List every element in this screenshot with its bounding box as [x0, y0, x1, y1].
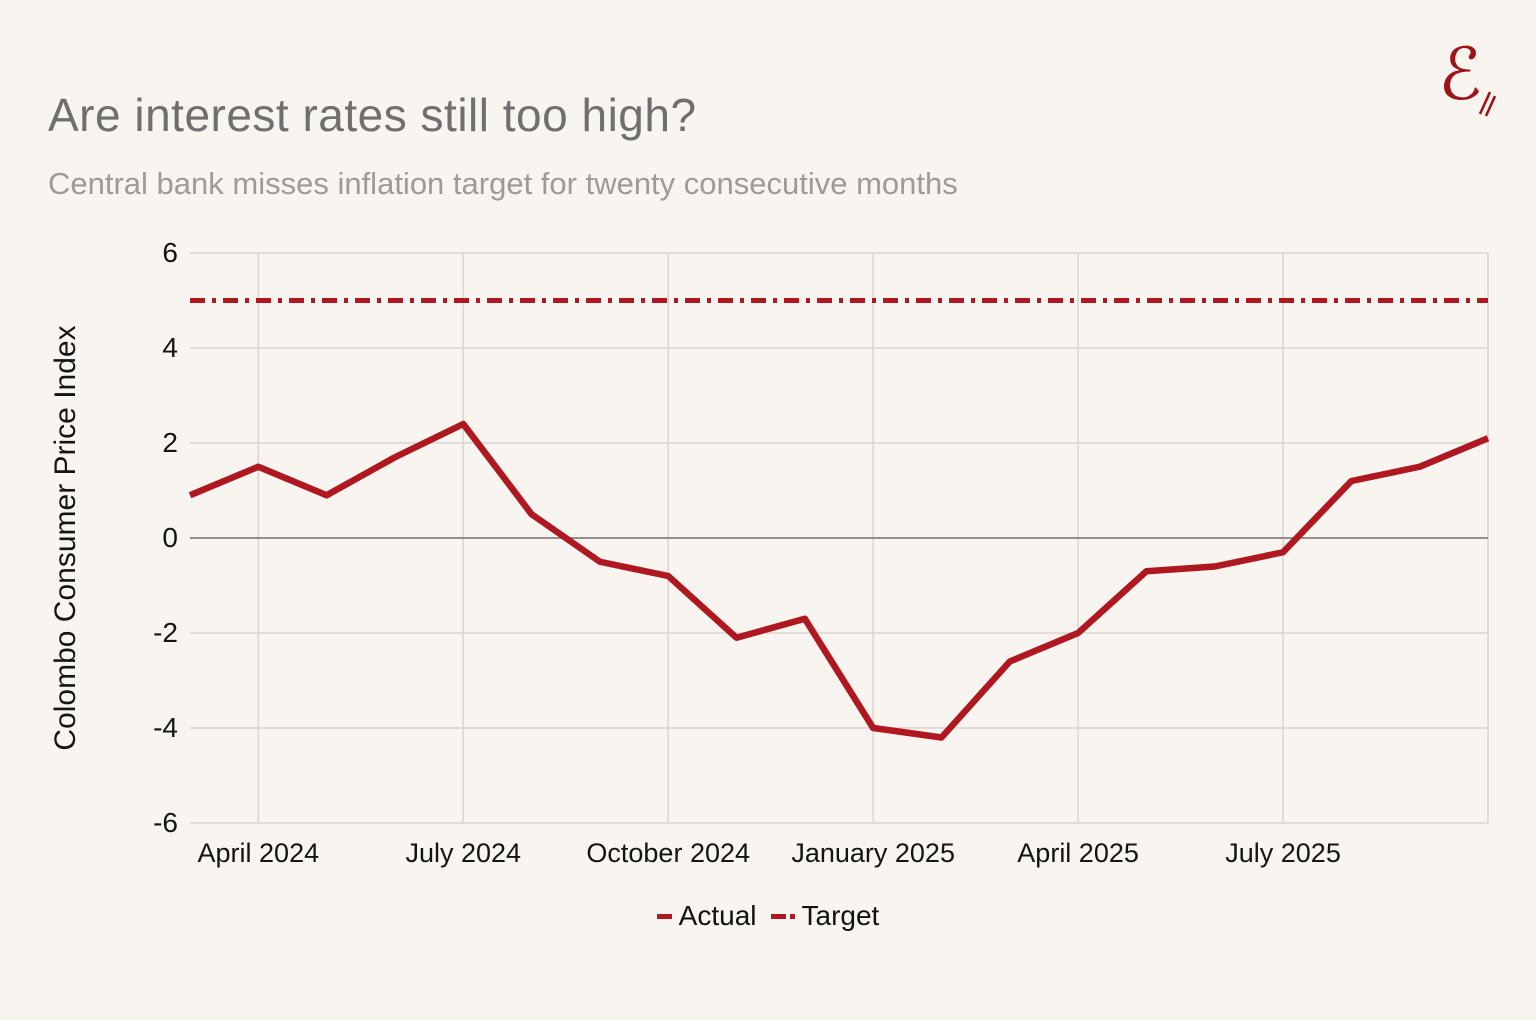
chart-title: Are interest rates still too high?: [48, 89, 697, 141]
y-tick-label: -4: [153, 712, 178, 743]
legend-label-target: Target: [801, 900, 880, 931]
y-tick-label: 4: [162, 332, 178, 363]
plot-area: [188, 252, 1490, 824]
logo-slashes-icon: [1478, 91, 1496, 117]
actual-line-swatch-icon: [656, 913, 672, 919]
x-tick-label: October 2024: [586, 838, 751, 868]
chart-subtitle: Central bank misses inflation target for…: [48, 166, 958, 201]
legend-label-actual: Actual: [678, 900, 757, 931]
target-line-swatch-icon: [770, 913, 795, 919]
x-tick-label: April 2024: [197, 838, 320, 868]
script-e-logo-icon: ℰ: [1438, 32, 1482, 116]
y-tick-label: -6: [153, 807, 178, 838]
legend-item-target: Target: [770, 900, 880, 932]
legend-item-actual: Actual: [656, 900, 757, 932]
x-tick-label: July 2025: [1225, 838, 1341, 868]
brand-logo: ℰ: [1416, 38, 1496, 118]
actual-line: [188, 420, 1490, 741]
y-tick-label: 0: [162, 522, 178, 553]
x-tick-label: July 2024: [405, 838, 522, 868]
x-tick-label: April 2025: [1017, 838, 1139, 868]
chart-canvas: [188, 252, 1490, 824]
y-tick-label: -2: [153, 617, 178, 648]
y-tick-label: 2: [162, 427, 178, 458]
x-tick-label: January 2025: [791, 838, 955, 868]
legend: Actual Target: [0, 900, 1536, 932]
y-tick-label: 6: [162, 237, 178, 268]
